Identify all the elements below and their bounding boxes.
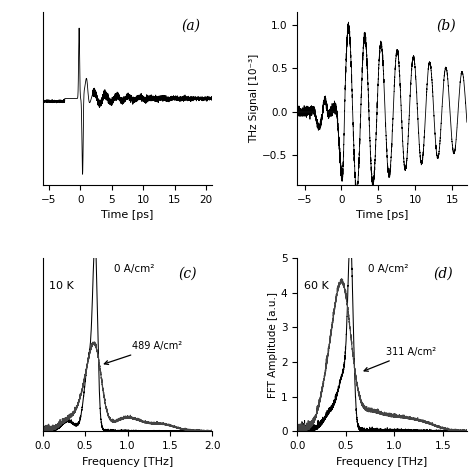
Y-axis label: FFT Amplitude [a.u.]: FFT Amplitude [a.u.] [268,292,278,398]
X-axis label: Frequency [THz]: Frequency [THz] [82,456,173,466]
Text: 10 K: 10 K [49,281,74,291]
Text: 60 K: 60 K [304,281,329,291]
Text: 311 A/cm²: 311 A/cm² [364,347,437,371]
Text: 0 A/cm²: 0 A/cm² [114,264,155,274]
Text: 489 A/cm²: 489 A/cm² [104,341,182,365]
X-axis label: Time [ps]: Time [ps] [356,210,408,220]
Text: (d): (d) [433,267,453,281]
X-axis label: Time [ps]: Time [ps] [101,210,154,220]
Y-axis label: THz Signal [10⁻³]: THz Signal [10⁻³] [249,54,259,143]
Text: 0 A/cm²: 0 A/cm² [368,264,409,274]
X-axis label: Frequency [THz]: Frequency [THz] [337,456,428,466]
Text: (b): (b) [437,19,456,33]
Text: (a): (a) [182,19,201,33]
Text: (c): (c) [178,267,197,281]
